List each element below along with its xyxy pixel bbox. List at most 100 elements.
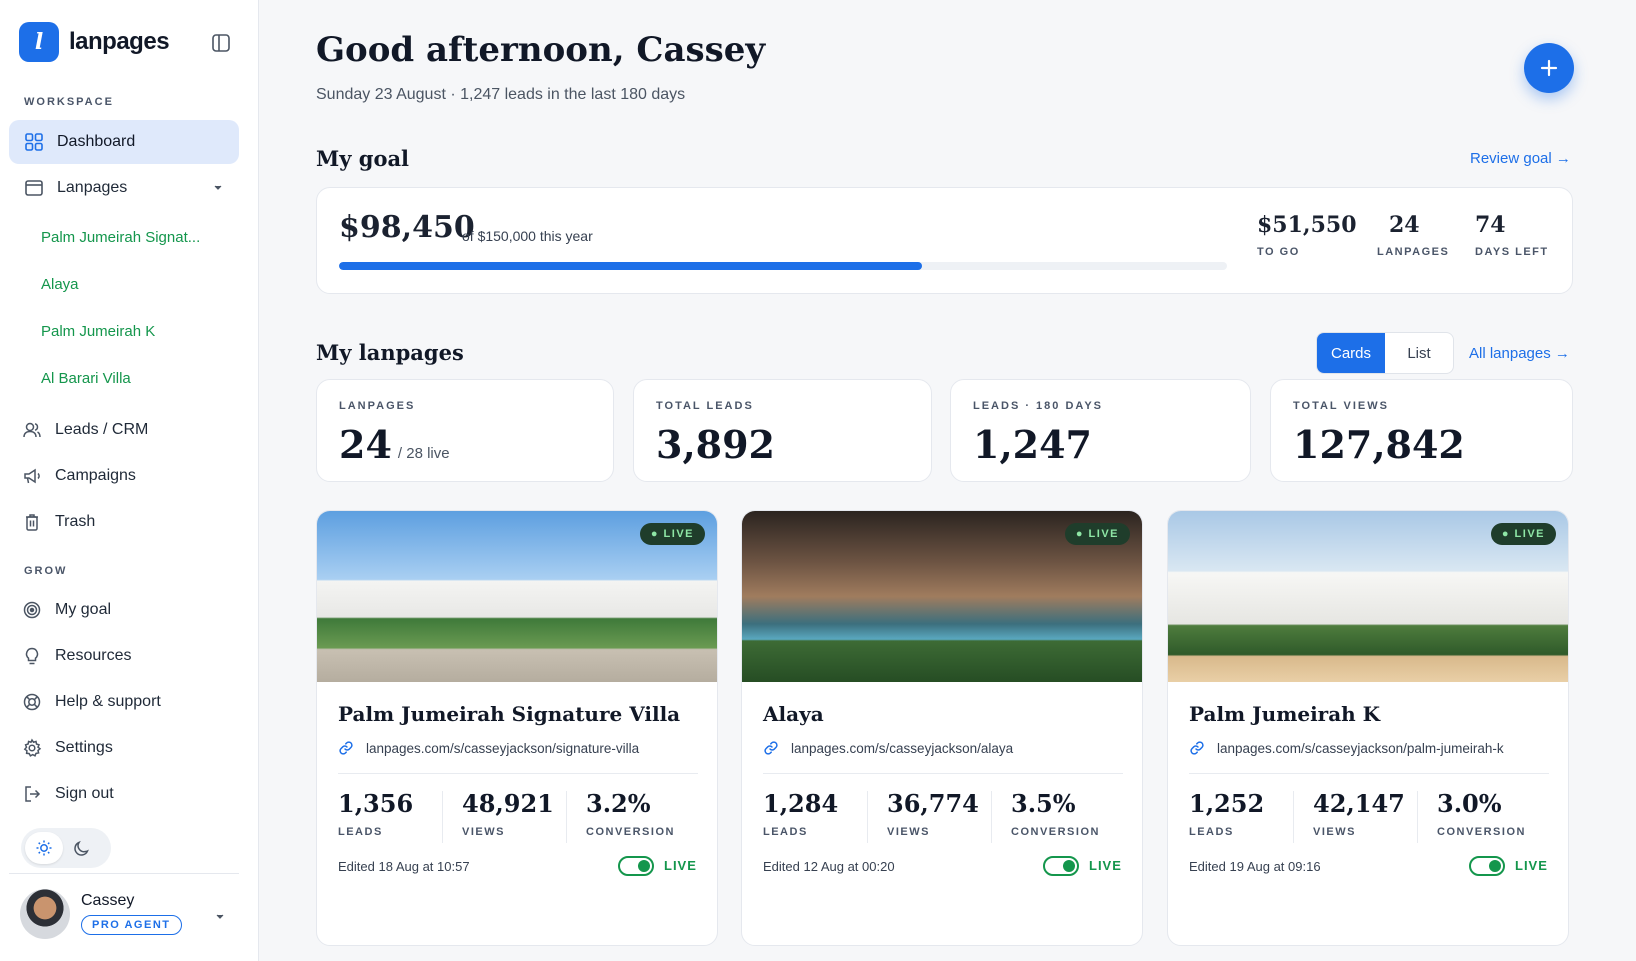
sidebar-item-dashboard[interactable]: Dashboard [9,120,239,164]
sidebar-item-sign-out[interactable]: Sign out [9,772,239,816]
brand-logo: l [19,22,59,62]
metric-value: 3.2% [586,789,651,818]
stat-value: 1,247 [973,422,1092,467]
stat-card-leads-180: LEADS · 180 DAYS 1,247 [950,379,1251,482]
live-status-label: LIVE [664,858,697,873]
lanpage-url[interactable]: lanpages.com/s/casseyjackson/palm-jumeir… [1189,740,1504,756]
live-status-label: LIVE [1089,858,1122,873]
sidebar-item-label: Lanpages [57,179,128,196]
sidebar-item-label: Help & support [55,693,161,710]
metric-value: 48,921 [462,789,554,818]
users-icon [21,419,43,441]
stat-suffix: / 28 live [397,445,450,462]
goal-stat-label: LANPAGES [1377,246,1450,258]
metric-label: VIEWS [887,826,930,838]
view-cards-button[interactable]: Cards [1317,333,1385,373]
goal-target: of $150,000 this year [462,228,593,244]
sidebar-item-my-goal[interactable]: My goal [9,588,239,632]
theme-toggle[interactable] [21,828,111,868]
add-button[interactable] [1524,43,1574,93]
lanpage-title[interactable]: Palm Jumeirah K [1189,702,1381,726]
sidebar-item-trash[interactable]: Trash [9,500,239,544]
metric-label: LEADS [1189,826,1234,838]
sidebar: l lanpages WORKSPACE Dashboard Lanpages … [0,0,259,961]
view-list-button[interactable]: List [1407,344,1431,362]
sidebar-item-label: Campaigns [55,467,136,484]
lanpage-card[interactable]: ● LIVE Palm Jumeirah K lanpages.com/s/ca… [1167,510,1569,946]
lanpage-title[interactable]: Palm Jumeirah Signature Villa [338,702,681,726]
metric-value: 1,356 [338,789,414,818]
metric-value: 42,147 [1313,789,1405,818]
sun-icon[interactable] [25,832,63,864]
metric-value: 3.5% [1011,789,1076,818]
sidebar-subitem-al-barari-villa[interactable]: Al Barari Villa [41,370,131,387]
metric-label: LEADS [763,826,808,838]
avatar[interactable] [20,889,70,939]
live-badge: ● LIVE [639,523,705,545]
stat-number: 24 [339,422,392,467]
lanpage-title[interactable]: Alaya [763,702,824,726]
goal-stat-label: TO GO [1257,246,1300,258]
sidebar-item-campaigns[interactable]: Campaigns [9,454,239,498]
lightbulb-icon [21,645,43,667]
metric-label: CONVERSION [586,826,675,838]
metric-value: 1,284 [763,789,839,818]
metric-value: 3.0% [1437,789,1502,818]
megaphone-icon [21,465,43,487]
moon-icon[interactable] [63,832,101,864]
metric-views: 48,921 VIEWS [462,789,554,838]
goal-card: $98,450 of $150,000 this year $51,550 TO… [316,187,1573,294]
link-icon [338,740,354,756]
divider [338,773,698,774]
sidebar-subitem-palm-jumeirah-signature[interactable]: Palm Jumeirah Signat... [41,229,201,246]
divider [763,773,1123,774]
chevron-down-icon[interactable] [211,180,225,194]
sidebar-item-help[interactable]: Help & support [9,680,239,724]
divider [566,791,567,843]
stat-label: TOTAL LEADS [656,400,754,412]
goal-stat-value: $51,550 [1257,212,1357,238]
live-toggle[interactable] [1469,856,1505,876]
live-toggle[interactable] [1043,856,1079,876]
metric-value: 1,252 [1189,789,1265,818]
plus-icon [1540,59,1558,77]
divider [867,791,868,843]
link-icon [1189,740,1205,756]
brand-name: lanpages [69,28,170,55]
lanpage-card[interactable]: ● LIVE Alaya lanpages.com/s/casseyjackso… [741,510,1143,946]
metric-label: LEADS [338,826,383,838]
plan-badge: PRO AGENT [81,915,182,935]
metric-views: 42,147 VIEWS [1313,789,1405,838]
sidebar-item-lanpages[interactable]: Lanpages [9,166,239,210]
goal-stat-label: DAYS LEFT [1475,246,1549,258]
sign-out-icon [21,783,43,805]
live-toggle[interactable] [618,856,654,876]
stat-label: LEADS · 180 DAYS [973,400,1104,412]
brand[interactable]: l lanpages [19,22,170,62]
grow-label: GROW [24,565,68,577]
sidebar-item-settings[interactable]: Settings [9,726,239,770]
metric-leads: 1,284 LEADS [763,789,838,838]
metric-label: VIEWS [1313,826,1356,838]
goal-stat-value: 74 [1475,212,1506,238]
all-lanpages-link[interactable]: All lanpages → [1469,345,1570,362]
target-icon [21,599,43,621]
sidebar-item-resources[interactable]: Resources [9,634,239,678]
review-goal-link[interactable]: Review goal → [1470,150,1571,167]
sidebar-item-leads[interactable]: Leads / CRM [9,408,239,452]
chevron-down-icon[interactable] [213,909,227,923]
sidebar-item-label: Trash [55,513,96,530]
edited-timestamp: Edited 19 Aug at 09:16 [1189,859,1321,874]
sidebar-toggle-icon[interactable] [210,32,232,54]
lanpage-url[interactable]: lanpages.com/s/casseyjackson/alaya [763,740,1013,756]
sidebar-subitem-alaya[interactable]: Alaya [41,276,79,293]
goal-stat-to-go: $51,550 TO GO [1257,212,1357,258]
stat-card-total-leads: TOTAL LEADS 3,892 [633,379,932,482]
sidebar-subitem-palm-jumeirah-k[interactable]: Palm Jumeirah K [41,323,156,340]
trash-icon [21,511,43,533]
lanpage-url[interactable]: lanpages.com/s/casseyjackson/signature-v… [338,740,639,756]
lanpage-card[interactable]: ● LIVE Palm Jumeirah Signature Villa lan… [316,510,718,946]
page-subtitle: Sunday 23 August · 1,247 leads in the la… [316,86,686,103]
metric-conversion: 3.2% CONVERSION [586,789,675,838]
metric-label: CONVERSION [1437,826,1526,838]
